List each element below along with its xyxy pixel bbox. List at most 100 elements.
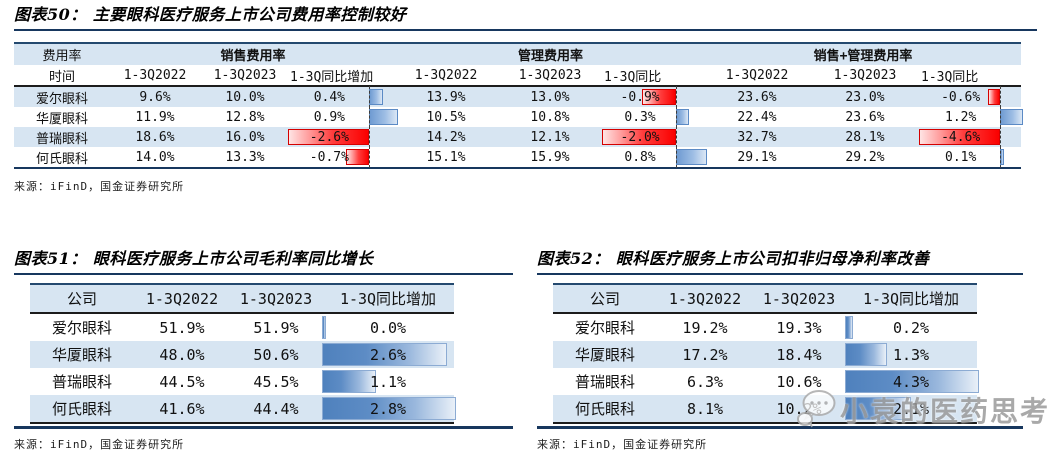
table-row: 华厦眼科 48.0% 50.6% 2.6% <box>30 341 454 368</box>
value-cell: 23.6% <box>845 109 885 125</box>
figure50-title: 图表50： 主要眼科医疗服务上市公司费用率控制较好 <box>14 5 407 24</box>
column-header: 1-3Q2022 <box>396 65 496 87</box>
bar-axis-line <box>676 86 678 108</box>
delta-cell: 1.1% <box>322 368 454 395</box>
gross-margin-table: 公司 1-3Q2022 1-3Q2023 1-3Q同比增加 爱尔眼科 51.9% 51.9… <box>30 283 456 424</box>
data-bar <box>602 129 677 145</box>
value-cell: 17.2% <box>657 341 753 368</box>
group-header: 管理费用率 <box>396 42 705 65</box>
data-bar <box>368 89 383 105</box>
company-cell: 华厦眼科 <box>30 341 134 368</box>
column-header: 1-3Q2022 <box>134 283 230 314</box>
delta-cell: 2.6% <box>322 341 454 368</box>
bar-axis-line <box>1000 86 1002 108</box>
company-cell: 普瑞眼科 <box>51 373 112 391</box>
table-row: 爱尔眼科 9.6% 10.0% 0.4% 13.9% 13.0% -0.9% 23.6% 23.… <box>14 86 1022 108</box>
data-bar <box>845 370 979 393</box>
value-cell: 29.1% <box>705 147 809 169</box>
value-cell: 51.9% <box>253 318 299 337</box>
data-bar <box>676 109 689 125</box>
data-bar <box>322 316 326 339</box>
figure51-source: 来源：iFinD，国金证券研究所 <box>14 438 185 451</box>
value-cell: 10.5% <box>426 109 466 125</box>
group-header-row: 费用率 销售费用率 管理费用率 销售+管理费用率 <box>14 42 1022 65</box>
delta-cell: -2.6% <box>288 126 396 148</box>
value-cell: 14.2% <box>396 127 496 147</box>
group-header: 销售费用率 <box>110 42 396 65</box>
company-cell: 爱尔眼科 <box>574 319 635 337</box>
value-cell: 16.0% <box>200 127 290 147</box>
delta-cell: 0.0% <box>322 313 454 341</box>
data-bar <box>845 397 912 420</box>
delta-cell: 0.8% <box>604 146 707 169</box>
bar-axis-line <box>1000 106 1002 128</box>
value-cell: 18.6% <box>110 127 200 147</box>
value-cell: 13.9% <box>396 86 496 107</box>
bar-axis-line <box>676 146 678 168</box>
value-cell: 28.1% <box>809 127 921 147</box>
company-cell: 普瑞眼科 <box>574 373 635 391</box>
company-cell: 爱尔眼科 <box>51 319 112 337</box>
value-cell: 32.7% <box>705 127 809 147</box>
delta-cell: 1.3% <box>845 341 977 368</box>
delta-cell: 2.1% <box>845 395 977 424</box>
column-header: 1-3Q同比 <box>604 65 705 87</box>
column-header: 1-3Q同比 <box>921 65 1022 87</box>
watermark: 小袁的医药思考 <box>796 388 1047 432</box>
company-cell: 何氏眼科 <box>553 395 657 424</box>
bottom-figures-row: 图表51： 眼科医疗服务上市公司毛利率同比增长 公司 1-3Q2022 1-3Q20… <box>0 244 1047 452</box>
delta-cell: -0.6% <box>921 86 1022 108</box>
table-row: 何氏眼科 14.0% 13.3% -0.7% 15.1% 15.9% 0.8% 29.1% 29… <box>14 146 1022 169</box>
bar-axis-line <box>368 146 370 168</box>
value-cell: 8.1% <box>657 395 753 424</box>
bar-axis-line <box>368 106 370 128</box>
company-cell: 华厦眼科 <box>553 341 657 368</box>
value-cell: 19.3% <box>776 318 822 337</box>
data-bar <box>845 343 887 366</box>
figure52-bottom-rule <box>537 426 1023 429</box>
delta-cell: 0.1% <box>921 146 1022 169</box>
bar-axis-line <box>1000 146 1002 168</box>
data-bar <box>322 343 447 366</box>
delta-cell: 0.3% <box>604 106 705 128</box>
bar-axis-line <box>368 126 370 148</box>
corner-header-bottom: 时间 <box>14 65 110 87</box>
value-cell: 23.6% <box>705 86 809 107</box>
delta-cell: -0.7% <box>290 146 396 169</box>
value-cell: 19.2% <box>682 318 728 337</box>
company-cell: 何氏眼科 <box>14 147 110 169</box>
header-row: 公司 1-3Q2022 1-3Q2023 1-3Q同比增加 <box>553 283 977 314</box>
figure-51: 图表51： 眼科医疗服务上市公司毛利率同比增长 公司 1-3Q2022 1-3Q20… <box>0 244 523 452</box>
column-header-row: 时间 1-3Q2022 1-3Q2023 1-3Q同比增加 1-3Q2022 1-3Q20… <box>14 65 1022 87</box>
delta-cell: -0.9% <box>604 86 705 108</box>
column-header: 1-3Q同比增加 <box>290 65 396 87</box>
value-cell: 29.2% <box>809 147 921 169</box>
column-header: 1-3Q同比增加 <box>845 283 977 314</box>
value-cell: 44.4% <box>230 395 322 424</box>
bar-axis-line <box>1000 126 1002 148</box>
delta-cell: 1.2% <box>921 106 1023 128</box>
corner-header-top: 费用率 <box>14 42 110 65</box>
data-bar <box>368 109 398 125</box>
delta-cell: 0.4% <box>290 86 396 108</box>
column-header: 1-3Q2023 <box>230 283 322 314</box>
data-bar <box>676 149 707 165</box>
watermark-text: 小袁的医药思考 <box>840 395 1047 428</box>
data-bar <box>919 129 1001 145</box>
value-cell: 6.3% <box>686 372 724 391</box>
table-row: 华厦眼科 17.2% 18.4% 1.3% <box>553 341 977 368</box>
header-row: 公司 1-3Q2022 1-3Q2023 1-3Q同比增加 <box>30 283 454 314</box>
value-cell: 41.6% <box>134 395 230 424</box>
value-cell: 23.0% <box>809 86 921 107</box>
column-header: 1-3Q2023 <box>753 283 845 314</box>
company-cell: 华厦眼科 <box>35 111 88 127</box>
value-cell: 48.0% <box>134 341 230 368</box>
data-bar <box>322 370 376 393</box>
figure50-source: 来源：iFinD，国金证券研究所 <box>14 180 185 193</box>
value-cell: 44.5% <box>159 372 205 391</box>
value-cell: 22.4% <box>737 109 777 125</box>
value-cell: 14.0% <box>110 147 200 169</box>
bar-axis-line <box>676 126 678 148</box>
figure-50: 图表50： 主要眼科医疗服务上市公司费用率控制较好 费用率 销售费用率 管理费用率销… <box>0 0 1047 194</box>
value-cell: 9.6% <box>110 86 200 107</box>
